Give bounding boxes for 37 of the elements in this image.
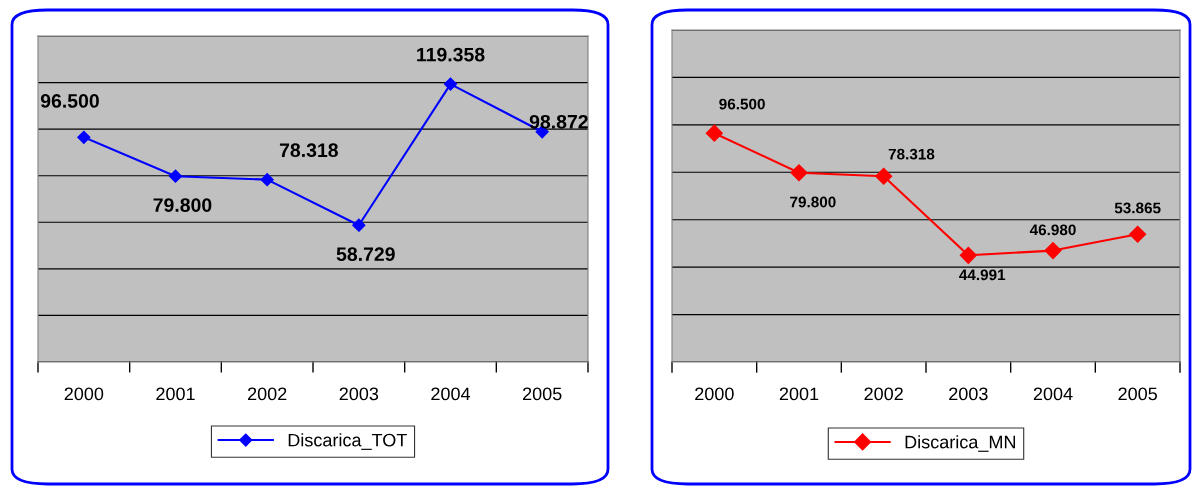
point [875, 167, 893, 185]
x-tick-label: 2001 [156, 387, 195, 401]
data-label: 98.872 [529, 114, 588, 129]
legend-label: Discarica_MN [905, 435, 1016, 452]
x-tick-label: 2005 [522, 387, 562, 401]
x-tick-label: 2003 [339, 387, 379, 401]
data-label: 44.991 [959, 269, 1006, 281]
x-tick-label: 2005 [1118, 387, 1157, 401]
data-label: 96.500 [719, 98, 765, 110]
point [790, 164, 808, 182]
data-label: 78.318 [279, 143, 338, 158]
x-tick-label: 2002 [864, 387, 903, 401]
data-label: 119.358 [417, 47, 485, 62]
x-tick-label: 2004 [1033, 387, 1073, 401]
point [959, 246, 977, 264]
point [260, 173, 274, 187]
x-tick-label: 2002 [247, 387, 287, 401]
point [705, 124, 723, 142]
point [168, 169, 183, 183]
point [352, 218, 366, 232]
point [443, 77, 458, 91]
x-tick-label: 2004 [431, 387, 471, 401]
data-label: 79.800 [153, 198, 212, 212]
point [1044, 242, 1062, 260]
point [1129, 225, 1147, 243]
x-tick-label: 2001 [779, 387, 819, 401]
legend-label: Discarica_TOT [288, 433, 407, 450]
data-label: 96.500 [40, 94, 99, 108]
data-label: 53.865 [1114, 202, 1161, 214]
data-label: 46.980 [1029, 224, 1076, 236]
x-tick-label: 2000 [64, 387, 104, 401]
data-label: 79.800 [790, 196, 836, 208]
x-tick-label: 2003 [949, 387, 988, 401]
data-label: 78.318 [888, 148, 935, 160]
data-label: 58.729 [336, 247, 395, 262]
point [77, 130, 91, 144]
x-tick-label: 2000 [695, 387, 734, 401]
